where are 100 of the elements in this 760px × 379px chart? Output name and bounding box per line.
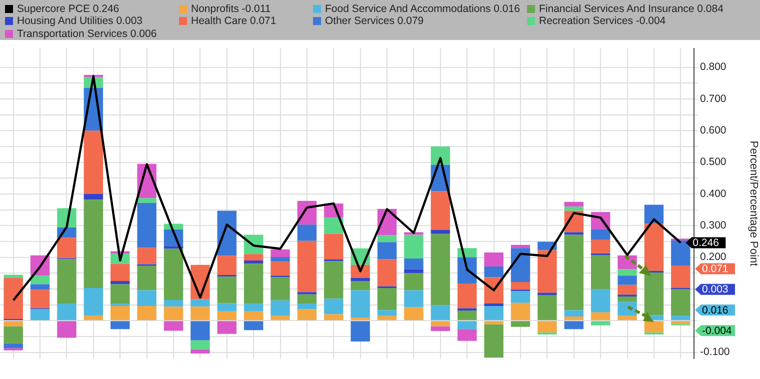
bar: [618, 316, 637, 320]
text: 0.003: [702, 284, 728, 296]
bar: [671, 288, 690, 316]
bar: [30, 276, 50, 284]
bar: [377, 242, 397, 260]
bar: [618, 269, 637, 276]
bar: [404, 258, 424, 270]
bar: [644, 204, 664, 224]
bar: [217, 256, 236, 276]
bar: [4, 343, 23, 348]
bar: [217, 303, 236, 312]
bar: [484, 252, 504, 266]
bar: [137, 266, 156, 290]
bar: [164, 321, 184, 331]
legend-label: Other Services 0.079: [325, 15, 425, 28]
bar: [590, 321, 610, 326]
y-tick-label: 0.500: [700, 156, 726, 168]
y-tick-label: 0.600: [700, 124, 726, 137]
bar: [137, 306, 156, 320]
bar: [458, 284, 477, 308]
bar: [84, 200, 104, 288]
bar: [324, 314, 344, 320]
bar: [4, 274, 23, 278]
bar: [564, 232, 584, 235]
bar: [110, 306, 130, 320]
bar: [217, 276, 236, 304]
bar: [377, 259, 397, 286]
bar: [190, 349, 210, 354]
bar: [618, 302, 637, 316]
bar: [110, 284, 130, 304]
bar: [430, 234, 450, 306]
bar: [510, 248, 530, 282]
bar: [430, 326, 450, 332]
legend-label: Housing And Utilities 0.003: [17, 15, 144, 28]
bar: [350, 281, 370, 290]
bar: [484, 306, 504, 320]
bar: [430, 305, 450, 320]
bar: [110, 281, 130, 284]
bar: [190, 306, 210, 320]
bar: [297, 224, 317, 241]
bar: [217, 321, 236, 334]
bar: [404, 273, 424, 290]
bar: [164, 300, 184, 307]
bar: [217, 311, 236, 320]
y-tick-label: 0.800: [700, 61, 726, 74]
bar: [377, 310, 397, 316]
bar: [137, 198, 156, 203]
bar: [324, 298, 344, 314]
bar: [30, 284, 50, 290]
bar: [458, 321, 477, 330]
bar: [244, 304, 264, 312]
bar: [270, 256, 290, 262]
bar: [564, 202, 584, 207]
bar: [404, 290, 424, 308]
bar: [270, 316, 290, 320]
bar: [377, 316, 397, 320]
bar: [618, 296, 637, 302]
legend-label: Recreation Services -0.004: [539, 15, 667, 28]
legend-label: Food Service And Accommodations 0.016: [325, 3, 521, 16]
bar: [484, 321, 504, 324]
text: 0.016: [702, 304, 728, 316]
bar: [244, 321, 264, 330]
bar: [137, 248, 156, 264]
bar: [538, 294, 557, 320]
bar: [484, 266, 504, 278]
bar: [564, 206, 584, 211]
legend-label: Supercore PCE 0.246: [17, 3, 120, 16]
bar: [244, 264, 264, 304]
bar: [590, 240, 610, 254]
bar: [190, 340, 210, 350]
bar: [4, 321, 23, 326]
bar: [110, 321, 130, 330]
bar: [458, 329, 477, 341]
bar: [270, 300, 290, 316]
y-tick-label: 0.200: [700, 251, 726, 264]
bar: [430, 321, 450, 326]
y-axis-title: Percent/Percentage Point: [747, 140, 760, 266]
bar: [297, 304, 317, 310]
bar: [590, 312, 610, 320]
bar: [84, 194, 104, 200]
bar: [510, 302, 530, 320]
y-tick-label: 0.400: [700, 188, 726, 200]
bar: [430, 230, 450, 234]
bar: [590, 255, 610, 289]
bar: [270, 262, 290, 276]
bar: [590, 288, 610, 312]
bar: [57, 259, 76, 304]
bar: [350, 321, 370, 342]
bar: [484, 304, 504, 306]
legend-label: Financial Services And Insurance 0.084: [539, 3, 724, 16]
legend-label: Health Care 0.071: [191, 15, 278, 28]
bar: [404, 232, 424, 235]
bar: [430, 146, 450, 165]
legend-label: Nonprofits -0.011: [191, 3, 272, 16]
bar: [190, 299, 210, 307]
bar: [30, 309, 50, 320]
bar: [244, 311, 264, 320]
data-label: 0.246: [692, 237, 720, 250]
bar: [564, 321, 584, 330]
bar: [244, 254, 264, 260]
